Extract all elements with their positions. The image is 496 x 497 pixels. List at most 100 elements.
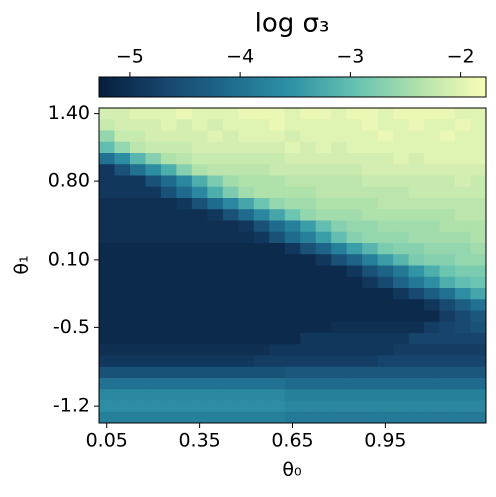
heatmap-cell [331,299,348,311]
heatmap-cell [424,389,441,401]
heatmap-cell [408,310,425,323]
heatmap-cell [315,141,332,154]
heatmap-cell [207,164,224,176]
heatmap-cell [408,220,425,233]
heatmap-cell [408,175,425,188]
heatmap-cell [439,209,456,221]
heatmap-cell [393,198,410,210]
x-axis-label: θ₀ [282,459,301,481]
x-tick-label: 0.95 [364,430,406,452]
heatmap-cell [470,265,487,278]
heatmap-cell [470,333,487,345]
heatmap-cell [99,344,115,356]
heatmap-cell [160,175,177,188]
heatmap-cell [393,175,410,188]
heatmap-cell [470,344,487,356]
heatmap-cell [346,130,363,143]
heatmap-cell [315,411,332,424]
heatmap-cell [145,366,162,379]
heatmap-cell [253,299,270,311]
heatmap-cell [455,355,472,368]
heatmap-cell [377,186,394,199]
heatmap-cell [455,153,472,165]
heatmap-cell [222,276,239,289]
heatmap-cell [176,310,193,323]
heatmap-cell [114,310,131,323]
heatmap-cell [408,366,425,379]
heatmap-cell [191,378,208,390]
heatmap-cell [222,366,239,379]
heatmap-cell [377,389,394,401]
heatmap-cell [470,355,487,368]
heatmap-cell [300,288,317,300]
heatmap-cell [315,243,332,255]
heatmap-cell [424,220,441,233]
heatmap-cell [129,355,146,368]
heatmap-cell [238,389,255,401]
heatmap-cell [99,355,115,368]
heatmap-cell [362,389,379,401]
heatmap-cell [145,186,162,199]
y-tick-label: 0.10 [48,248,90,270]
heatmap-cell [114,175,131,188]
heatmap-cell [176,175,193,188]
heatmap-cell [362,119,379,131]
heatmap-cell [191,355,208,368]
heatmap-cell [284,321,301,334]
heatmap-cell [300,164,317,176]
heatmap-cell [393,333,410,345]
heatmap-cell [315,108,332,120]
heatmap-cell [207,108,224,120]
heatmap-cell [222,333,239,345]
heatmap-cell [393,378,410,390]
heatmap-cell [145,411,162,424]
heatmap-cell [129,153,146,165]
heatmap-cell [284,333,301,345]
heatmap-cell [253,175,270,188]
heatmap-cell [114,153,131,165]
heatmap-cell [455,231,472,244]
heatmap-cell [393,265,410,278]
heatmap-cell [470,243,487,255]
heatmap-cell [129,400,146,413]
heatmap-cell [160,220,177,233]
heatmap-cell [331,243,348,255]
heatmap-cell [439,265,456,278]
heatmap-cell [284,186,301,199]
heatmap-cell [238,265,255,278]
heatmap-cell [99,186,115,199]
heatmap-cell [439,378,456,390]
heatmap-cell [408,355,425,368]
heatmap-cell [393,108,410,120]
heatmap-cell [207,243,224,255]
heatmap-cell [238,108,255,120]
heatmap-cell [408,411,425,424]
heatmap-cell [129,288,146,300]
heatmap-cell [377,175,394,188]
heatmap-cell [346,411,363,424]
heatmap-cell [455,389,472,401]
heatmap-cell [315,276,332,289]
heatmap-cell [346,366,363,379]
heatmap-cell [377,108,394,120]
heatmap-cell [377,276,394,289]
heatmap-cell [470,299,487,311]
heatmap-cell [331,265,348,278]
heatmap-cell [207,310,224,323]
heatmap-cell [284,310,301,323]
heatmap-cell [300,198,317,210]
heatmap-cell [470,220,487,233]
heatmap-cell [269,321,286,334]
heatmap-cell [424,400,441,413]
heatmap-cell [99,130,115,143]
heatmap-cell [114,355,131,368]
heatmap-cell [455,198,472,210]
heatmap-cell [300,265,317,278]
heatmap-cell [393,288,410,300]
heatmap-cell [114,186,131,199]
heatmap-cell [129,186,146,199]
heatmap-cell [315,321,332,334]
heatmap-cell [424,130,441,143]
heatmap-cell [408,153,425,165]
heatmap-cell [362,321,379,334]
